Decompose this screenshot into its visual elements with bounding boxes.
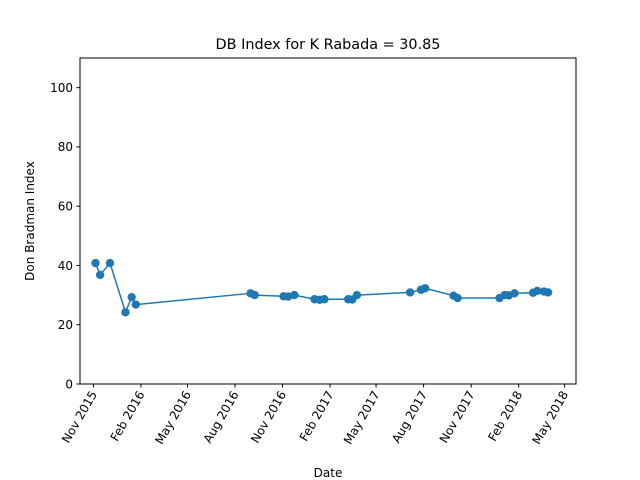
x-tick-label: Nov 2017 (437, 389, 478, 446)
x-tick-label: Aug 2017 (389, 389, 430, 446)
data-point (510, 289, 519, 298)
x-tick-label: Feb 2018 (485, 389, 525, 444)
data-point (250, 290, 259, 300)
data-point (290, 290, 299, 300)
x-tick-label: Feb 2017 (297, 389, 337, 444)
series-line (94, 262, 549, 314)
data-point (405, 288, 415, 297)
y-tick-label: 60 (58, 199, 73, 213)
series-layer (91, 258, 553, 317)
data-point (453, 293, 462, 303)
data-point (352, 290, 362, 300)
data-point (127, 292, 136, 302)
x-tick-label: May 2017 (341, 389, 383, 447)
data-point (91, 258, 100, 268)
data-point (320, 295, 329, 304)
y-axis-ticks: 0 20 40 60 80 100 (50, 81, 80, 391)
y-tick-label: 80 (58, 140, 73, 154)
data-point (121, 308, 130, 317)
x-tick-label: May 2016 (152, 389, 194, 447)
x-axis-label: Date (314, 466, 343, 480)
x-tick-label: Aug 2016 (201, 389, 242, 446)
x-tick-label: May 2018 (530, 389, 572, 447)
x-axis-ticks: Nov 2015 Feb 2016 May 2016 Aug 2016 Nov 2016… (59, 384, 571, 447)
data-point (105, 258, 115, 268)
y-tick-label: 20 (58, 318, 73, 332)
data-point (533, 286, 542, 296)
y-axis-label: Don Bradman Index (23, 161, 37, 281)
y-tick-label: 40 (58, 259, 73, 273)
x-tick-label: Nov 2016 (248, 389, 289, 446)
data-point (420, 284, 430, 293)
data-point (543, 288, 553, 297)
x-tick-label: Nov 2015 (59, 389, 100, 446)
y-tick-label: 100 (50, 81, 73, 95)
plot-frame (79, 57, 577, 385)
data-point (131, 300, 140, 309)
chart-title: DB Index for K Rabada = 30.85 (216, 37, 441, 53)
x-tick-label: Feb 2016 (108, 389, 148, 444)
y-tick-label: 0 (65, 377, 73, 391)
data-point (95, 270, 105, 280)
